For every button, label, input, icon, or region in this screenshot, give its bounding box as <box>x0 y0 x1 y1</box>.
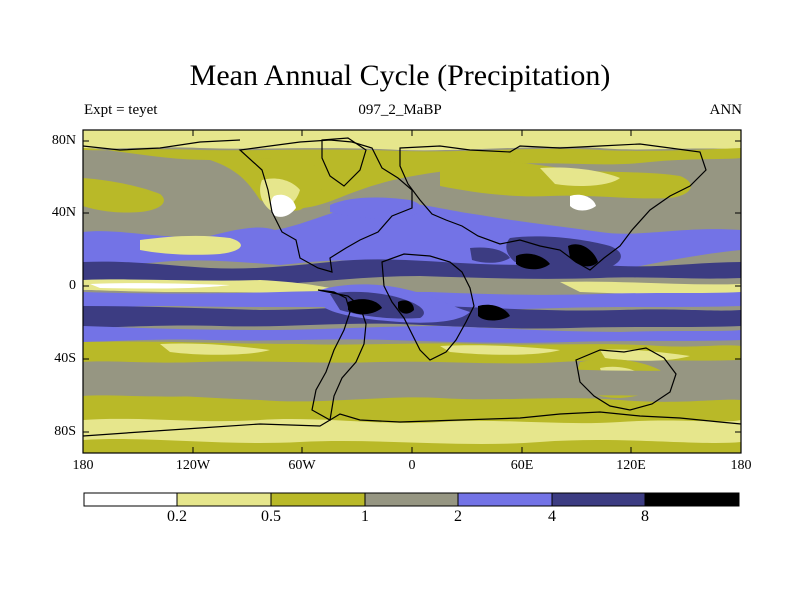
colorbar-bin-6 <box>645 493 739 506</box>
asia-white <box>570 194 596 211</box>
sh-gray-wide <box>83 362 741 397</box>
colorbar-bin-2 <box>271 493 365 506</box>
colorbar-label-0-5: 0.5 <box>261 508 281 525</box>
seasia-wet-2 <box>470 247 510 263</box>
sh-pale-2 <box>440 345 560 355</box>
coast-arctic <box>82 139 241 151</box>
plot-title: Mean Annual Cycle (Precipitation) <box>189 59 611 92</box>
sh-pale-1 <box>160 343 270 355</box>
lat-label-40n: 40N <box>51 205 76 220</box>
coast-antarctica <box>82 411 742 437</box>
lon-label-0: 0 <box>408 458 416 473</box>
colorbar-bin-1 <box>177 493 271 506</box>
lon-label-120w: 120W <box>175 458 211 473</box>
colorbar-label-4: 4 <box>548 508 556 525</box>
band-arctic <box>83 130 741 151</box>
run-label: 097_2_MaBP <box>358 102 442 118</box>
lon-label-180e: 180 <box>730 458 752 473</box>
coast-greenland <box>321 137 367 187</box>
colorbar-label-0-2: 0.2 <box>167 508 187 525</box>
lat-ticks <box>83 140 741 433</box>
colorbar-label-1: 1 <box>361 508 369 525</box>
colorbar <box>83 492 740 507</box>
lat-label-40s: 40S <box>54 351 76 366</box>
band-nh-yellow <box>83 148 741 209</box>
lon-ticks <box>192 130 632 453</box>
colorbar-bin-3 <box>365 493 458 506</box>
precip-field <box>83 130 741 453</box>
coast-eurasia <box>399 143 707 271</box>
coastlines <box>82 137 742 437</box>
na-white-patch <box>270 194 296 217</box>
coast-south-america <box>311 289 367 421</box>
core-5 <box>478 304 510 321</box>
colorbar-bin-4 <box>458 493 552 506</box>
lon-label-180w: 180 <box>72 458 94 473</box>
colorbar-label-2: 2 <box>454 508 462 525</box>
colorbar-bin-5 <box>552 493 645 506</box>
equatorial-white <box>90 283 230 289</box>
core-2 <box>568 244 598 267</box>
nh-west-yellow <box>83 178 164 213</box>
lon-label-60e: 60E <box>510 458 534 473</box>
core-1 <box>516 253 550 270</box>
season-label: ANN <box>709 102 743 118</box>
colorbar-label-8: 8 <box>641 508 649 525</box>
sh-dry-yellow <box>83 341 741 364</box>
band-antarctic-edge <box>83 439 741 453</box>
coast-north-america <box>238 139 413 273</box>
nh-pale-band <box>140 235 241 255</box>
lon-label-120e: 120E <box>616 458 646 473</box>
experiment-label: Expt = teyet <box>84 102 158 118</box>
lat-label-0: 0 <box>69 278 76 293</box>
colorbar-frame <box>83 492 740 507</box>
lat-label-80s: 80S <box>54 424 76 439</box>
equatorial-dry-east <box>560 281 741 295</box>
asia-pale <box>540 167 620 186</box>
lon-label-60w: 60W <box>288 458 316 473</box>
coast-australia <box>575 347 677 411</box>
coast-africa <box>381 253 475 361</box>
core-4 <box>398 300 414 314</box>
lat-label-80n: 80N <box>51 133 76 148</box>
colorbar-bin-0 <box>84 493 177 506</box>
